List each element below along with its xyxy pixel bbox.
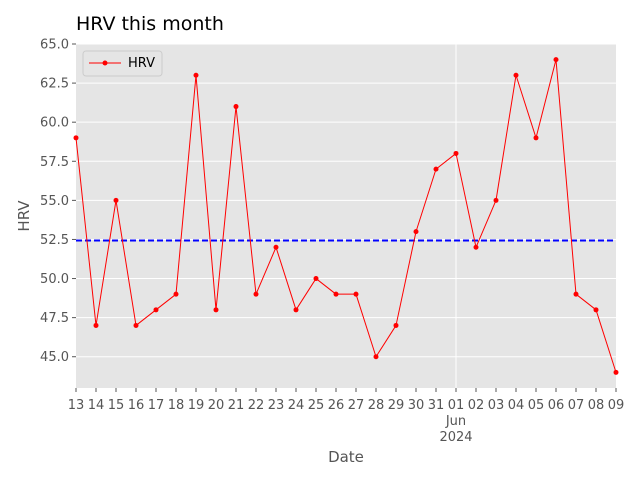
y-tick-label: 57.5	[40, 155, 69, 170]
data-point-hrv	[193, 72, 199, 78]
data-point-hrv	[333, 291, 339, 297]
data-point-hrv	[613, 369, 619, 375]
y-tick-label: 52.5	[40, 233, 69, 248]
data-point-hrv	[373, 354, 379, 360]
x-tick-label: 16	[128, 398, 145, 413]
data-point-hrv	[93, 322, 99, 328]
x-tick-label: 07	[568, 398, 585, 413]
x-tick-label: 06	[548, 398, 565, 413]
x-tick-label: 03	[488, 398, 505, 413]
legend-box	[82, 50, 163, 77]
data-point-hrv	[473, 244, 479, 250]
y-tick-label: 60.0	[40, 116, 69, 131]
y-tick-label: 55.0	[40, 194, 69, 209]
x-tick-label: 17	[148, 398, 165, 413]
x-tick-label: 24	[288, 398, 305, 413]
grid-lines	[76, 43, 616, 388]
x-tick-label: 20	[208, 398, 225, 413]
x-secondary-year: 2024	[439, 430, 472, 445]
x-tick-label: 08	[588, 398, 605, 413]
data-point-hrv	[153, 307, 159, 313]
x-tick-label: 29	[388, 398, 405, 413]
x-tick-label: 18	[168, 398, 185, 413]
data-point-hrv	[113, 197, 119, 203]
data-point-hrv	[593, 307, 599, 313]
data-point-hrv	[533, 135, 539, 141]
y-tick-label: 47.5	[40, 311, 69, 326]
y-tick-label: 50.0	[40, 272, 69, 287]
y-tick-labels: 45.0 47.5 50.0 52.5 55.0 57.5 60.0 62.5 65.0	[40, 38, 76, 365]
x-tick-label: 13	[68, 398, 85, 413]
data-point-hrv	[433, 166, 439, 172]
x-tick-label: 25	[308, 398, 325, 413]
x-tick-label: 28	[368, 398, 385, 413]
x-tick-label: 30	[408, 398, 425, 413]
x-tick-labels: 13 14 15 16 17 18 19 20 21 22 23 24 25 26 27 28 29 30 31 01…	[68, 388, 625, 413]
x-tick-label: 04	[508, 398, 525, 413]
x-tick-label: 05	[528, 398, 545, 413]
y-axis-label: HRV	[15, 200, 33, 232]
x-tick-label: 23	[268, 398, 285, 413]
x-tick-label: 31	[428, 398, 445, 413]
legend: HRV	[82, 50, 163, 77]
series-group	[73, 57, 619, 375]
data-point-hrv	[293, 307, 299, 313]
data-point-hrv	[213, 307, 219, 313]
x-tick-label: 14	[88, 398, 105, 413]
data-point-hrv	[353, 291, 359, 297]
x-tick-label: 01	[448, 398, 465, 413]
x-tick-label: 19	[188, 398, 205, 413]
legend-label-hrv: HRV	[128, 56, 155, 71]
data-point-hrv	[493, 197, 499, 203]
x-secondary-month: Jun	[445, 414, 466, 429]
y-tick-label: 62.5	[40, 77, 69, 92]
data-point-hrv	[513, 72, 519, 78]
data-point-hrv	[133, 322, 139, 328]
data-point-hrv	[553, 57, 559, 63]
y-tick-label: 45.0	[40, 350, 69, 365]
data-point-hrv	[273, 244, 279, 250]
data-point-hrv	[393, 322, 399, 328]
x-tick-label: 02	[468, 398, 485, 413]
x-tick-label: 21	[228, 398, 245, 413]
data-point-hrv	[313, 276, 319, 282]
x-tick-label: 27	[348, 398, 365, 413]
data-point-hrv	[173, 291, 179, 297]
x-tick-label: 22	[248, 398, 265, 413]
series-line-hrv	[75, 59, 617, 373]
legend-marker	[102, 60, 108, 66]
data-point-hrv	[413, 229, 419, 235]
plot-background	[76, 44, 616, 388]
y-tick-label: 65.0	[40, 38, 69, 53]
x-tick-label: 15	[108, 398, 125, 413]
data-point-hrv	[573, 291, 579, 297]
x-axis-label: Date	[328, 448, 364, 466]
data-point-hrv	[233, 104, 239, 110]
chart-title: HRV this month	[76, 13, 224, 35]
data-point-hrv	[73, 135, 79, 141]
data-point-hrv	[253, 291, 259, 297]
x-tick-label: 09	[608, 398, 625, 413]
data-point-hrv	[453, 150, 459, 156]
x-tick-label: 26	[328, 398, 345, 413]
